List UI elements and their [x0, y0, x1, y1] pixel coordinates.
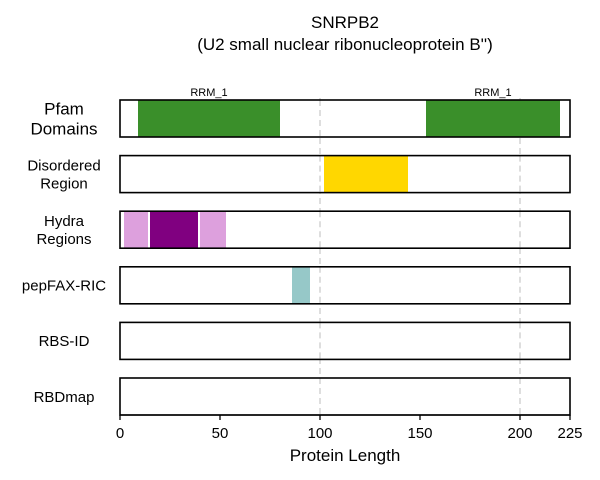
x-tick-label: 225 [557, 425, 582, 442]
x-axis-label: Protein Length [290, 446, 401, 465]
x-tick-label: 100 [307, 425, 332, 442]
track-row: RRM_1 RRM_1 Pfam Domains [30, 87, 571, 138]
chart-subtitle: (U2 small nuclear ribonucleoprotein B'') [197, 35, 493, 54]
track-border [119, 99, 571, 138]
track-segment [124, 211, 148, 249]
track-segment [150, 211, 198, 249]
track-border [119, 210, 571, 249]
tracks: RRM_1 RRM_1 Pfam Domains Disordered Region Hyd… [22, 87, 571, 416]
track-background [120, 322, 570, 360]
track-background [120, 266, 570, 304]
track-row: Disordered Region [27, 154, 571, 194]
track-border [119, 321, 571, 361]
chart-title: SNRPB2 [311, 13, 379, 32]
track-label: RBS-ID [39, 333, 90, 350]
segment-label: RRM_1 [474, 87, 511, 99]
x-tick-label: 0 [116, 425, 124, 442]
track-border [119, 265, 571, 305]
track-row: RBS-ID [39, 321, 571, 361]
track-label: pepFAX-RIC [22, 278, 106, 295]
x-tick-label: 50 [212, 425, 229, 442]
track-row: RBDmap [34, 377, 571, 416]
segment-label: RRM_1 [190, 87, 227, 99]
x-axis: 0 50 100 150 200 225 [116, 414, 583, 442]
track-label: RBDmap [34, 389, 95, 406]
track-segment [426, 100, 560, 137]
track-label: Hydra Regions [36, 213, 91, 248]
track-segment [200, 211, 226, 249]
track-row: pepFAX-RIC [22, 265, 571, 305]
x-tick-label: 150 [407, 425, 432, 442]
grid-lines [319, 98, 521, 412]
track-segment [324, 155, 408, 193]
track-label: Disordered Region [27, 157, 100, 192]
track-background [120, 378, 570, 415]
track-segment [292, 266, 310, 304]
track-row: Hydra Regions [36, 210, 571, 249]
track-segment [138, 100, 280, 137]
x-tick-label: 200 [507, 425, 532, 442]
track-border [119, 154, 571, 194]
track-label: Pfam Domains [30, 99, 97, 138]
